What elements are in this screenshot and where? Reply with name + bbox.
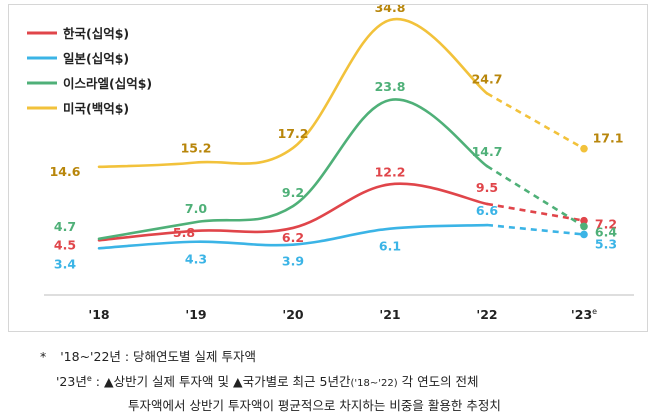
data-label: 6.6 (476, 203, 498, 218)
legend-label: 이스라엘(십억$) (63, 76, 152, 91)
data-label: 23.8 (375, 79, 406, 94)
footnote-line-2: '23년e : ▲상반기 실제 투자액 및 ▲국가별로 최근 5년간('18~'… (40, 368, 652, 395)
data-label: 4.3 (185, 252, 207, 267)
series-estimate-line (486, 165, 585, 228)
legend-label: 미국(백억$) (63, 101, 129, 116)
series-line (97, 98, 489, 241)
data-label: 24.7 (472, 71, 503, 86)
footnote-text-1: '18~'22년 : 당해연도별 실제 투자액 (60, 349, 256, 364)
x-tick-label: '22 (476, 307, 497, 322)
data-label: 3.4 (54, 256, 76, 271)
legend-label: 한국(십억$) (63, 26, 129, 41)
data-label: 15.2 (181, 140, 212, 155)
data-label: 5.8 (173, 225, 195, 240)
footnote-text-2b: 각 연도의 전체 (401, 374, 479, 390)
data-label: 9.2 (282, 185, 304, 200)
footnote-text-3: 투자액에서 상반기 투자액이 평균적으로 차지하는 비중을 활용한 추정치 (128, 398, 501, 414)
x-tick-label: '20 (282, 307, 304, 322)
x-tick-label: '19 (185, 307, 206, 322)
data-label: 17.2 (278, 126, 309, 141)
x-tick-label: '21 (379, 307, 400, 322)
data-label: 6.2 (282, 230, 304, 245)
footnote-colon: : (95, 374, 100, 390)
data-label: 5.3 (595, 236, 617, 251)
series-estimate-line (486, 223, 585, 236)
data-label: 6.1 (379, 239, 401, 254)
series-line (97, 223, 489, 250)
footnote-year-sup: e (86, 374, 92, 383)
line-chart: '18 '19 '20 '21 '22 '23e 4.5 5.8 6.2 12.2 9.5 7.2 3.… (27, 5, 634, 322)
footnote-line-3: 투자액에서 상반기 투자액이 평균적으로 차지하는 비중을 활용한 추정치 (40, 395, 652, 417)
data-label: 7.2 (595, 217, 617, 232)
series-estimate-line (486, 92, 585, 150)
data-label: 7.0 (185, 201, 207, 216)
estimate-point (580, 144, 588, 153)
footnote-line-1: * '18~'22년 : 당해연도별 실제 투자액 (40, 346, 652, 368)
data-label: 14.6 (50, 164, 81, 179)
footnote-text-2a: ▲상반기 실제 투자액 및 ▲국가별로 최근 5년간 (103, 374, 351, 390)
data-label: 17.1 (593, 131, 624, 146)
series-line (97, 182, 489, 242)
x-tick-label: '23e (571, 307, 597, 322)
data-label: 14.7 (472, 144, 503, 159)
estimate-point (580, 230, 588, 239)
data-label: 4.7 (54, 219, 76, 234)
footnote-asterisk: * (40, 349, 47, 364)
series-line (97, 17, 489, 169)
x-tick-label: '18 (88, 307, 109, 322)
data-label: 4.5 (54, 237, 76, 252)
footnote-year-label: '23년 (56, 374, 87, 390)
data-label: 6.4 (595, 224, 617, 239)
footnote-text-2-small: ('18~'22) (350, 378, 398, 390)
series-estimate-line (486, 202, 585, 222)
data-label: 3.9 (282, 254, 304, 269)
chart-frame: '18 '19 '20 '21 '22 '23e 4.5 5.8 6.2 12.2 9.5 7.2 3.… (8, 4, 648, 332)
legend-label: 일본(십억$) (63, 51, 129, 66)
data-label: 9.5 (476, 180, 498, 195)
footnote: * '18~'22년 : 당해연도별 실제 투자액 '23년e : ▲상반기 실… (40, 346, 652, 417)
estimate-point (580, 216, 588, 225)
data-label: 12.2 (375, 164, 406, 179)
x-tick-superscript: e (592, 307, 597, 316)
estimate-point (580, 222, 588, 231)
data-label: 34.8 (375, 5, 406, 15)
